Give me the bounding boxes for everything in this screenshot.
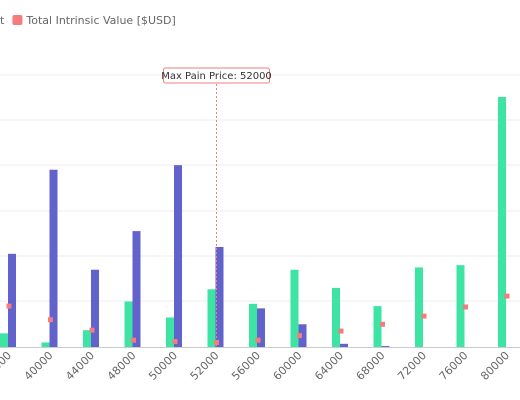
chart-legend: t Total Intrinsic Value [$USD] <box>0 14 176 27</box>
intrinsic-point-68000 <box>380 321 385 327</box>
legend-swatch-1 <box>12 15 23 25</box>
bar-series0-64000 <box>332 287 340 347</box>
max-pain-annotation: Max Pain Price: 52000 <box>161 67 272 347</box>
bar-series0-36000 <box>0 333 8 347</box>
bar-series0-56000 <box>249 303 257 347</box>
bar-series1-68000 <box>381 346 390 348</box>
max-pain-label-box <box>163 67 270 84</box>
intrinsic-point-64000 <box>338 328 344 334</box>
bar-series0-68000 <box>373 306 382 347</box>
bar-series1-52000 <box>215 247 224 347</box>
intrinsic-point-72000 <box>421 313 427 319</box>
bar-series1-64000 <box>340 343 348 347</box>
intrinsic-point-40000 <box>48 317 53 323</box>
bar-series0-48000 <box>124 301 133 347</box>
legend-label-1: Total Intrinsic Value [$USD] <box>25 14 175 27</box>
intrinsic-point-56000 <box>255 337 261 343</box>
bar-series1-56000 <box>257 308 265 347</box>
bar-series1-36000 <box>8 253 16 347</box>
bar-series1-44000 <box>91 269 99 347</box>
x-tick-68000: 68000 <box>354 349 388 383</box>
bar-series1-40000 <box>49 169 58 347</box>
x-tick-80000: 80000 <box>478 349 512 383</box>
intrinsic-point-60000 <box>297 333 302 339</box>
x-tick-64000: 64000 <box>312 349 346 383</box>
x-tick-76000: 76000 <box>437 349 471 383</box>
intrinsic-point-36000 <box>6 303 12 309</box>
legend-label-0: t <box>0 14 5 27</box>
intrinsic-point-44000 <box>89 327 95 333</box>
x-tick-72000: 72000 <box>395 349 429 383</box>
x-tick-60000: 60000 <box>271 349 305 383</box>
bar-series0-72000 <box>415 267 423 347</box>
bar-series0-50000 <box>166 317 174 347</box>
intrinsic-value-points <box>6 293 510 345</box>
x-tick-52000: 52000 <box>188 349 222 383</box>
bar-series0-80000 <box>498 97 506 347</box>
bar-series1-60000 <box>298 324 307 347</box>
max-pain-label: Max Pain Price: 52000 <box>161 71 272 82</box>
x-axis-ticks: 36000 40000 44000 48000 50000 52000 56000 60000… <box>0 349 512 383</box>
x-tick-50000: 50000 <box>146 349 180 383</box>
chart-bars <box>0 97 506 348</box>
bar-series0-60000 <box>290 269 299 347</box>
x-tick-40000: 40000 <box>22 349 56 383</box>
x-tick-36000: 36000 <box>0 349 14 383</box>
x-tick-44000: 44000 <box>63 349 97 383</box>
x-tick-56000: 56000 <box>229 349 263 383</box>
intrinsic-point-52000 <box>214 339 219 345</box>
bar-series0-44000 <box>83 330 91 347</box>
bar-series0-40000 <box>41 342 50 347</box>
bar-series0-52000 <box>207 289 216 347</box>
intrinsic-point-80000 <box>504 293 510 299</box>
bar-series1-50000 <box>174 165 182 347</box>
bar-series1-48000 <box>132 231 141 347</box>
intrinsic-point-50000 <box>172 339 178 345</box>
x-tick-48000: 48000 <box>105 349 139 383</box>
intrinsic-point-76000 <box>463 304 468 310</box>
bar-series0-76000 <box>456 265 465 347</box>
grid-lines <box>0 74 520 348</box>
intrinsic-point-48000 <box>131 337 136 343</box>
